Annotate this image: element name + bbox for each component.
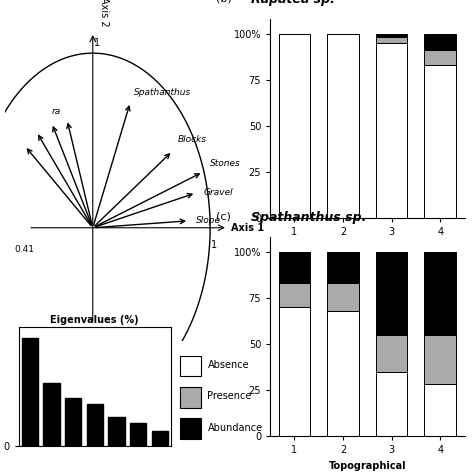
Text: 1: 1: [210, 240, 217, 250]
X-axis label: Topographical: Topographical: [328, 461, 406, 471]
Bar: [22, 338, 38, 446]
Bar: [424, 384, 456, 436]
Bar: [424, 34, 456, 50]
Bar: [327, 34, 359, 218]
Bar: [279, 283, 310, 307]
Bar: [109, 417, 125, 446]
Bar: [424, 252, 456, 335]
Bar: [424, 65, 456, 218]
Text: Rapatea sp.: Rapatea sp.: [251, 0, 335, 6]
Text: (b): (b): [216, 0, 231, 3]
Text: Axis 2: Axis 2: [99, 0, 109, 27]
Text: Blocks: Blocks: [177, 135, 206, 144]
Text: (c): (c): [216, 211, 231, 221]
Bar: [327, 252, 359, 283]
Text: 1: 1: [94, 38, 100, 48]
Bar: [279, 34, 310, 218]
Bar: [180, 356, 201, 376]
Bar: [180, 387, 201, 408]
Bar: [130, 423, 146, 446]
Bar: [279, 307, 310, 436]
Text: Spathanthus: Spathanthus: [134, 88, 191, 97]
Bar: [376, 335, 408, 372]
Text: Stones: Stones: [210, 159, 241, 168]
Bar: [327, 311, 359, 436]
Bar: [376, 37, 408, 43]
Text: Axis 1: Axis 1: [231, 223, 264, 233]
Bar: [43, 383, 60, 446]
Bar: [376, 34, 408, 37]
Bar: [152, 431, 168, 446]
Title: Eigenvalues (%): Eigenvalues (%): [51, 315, 139, 325]
Bar: [279, 252, 310, 283]
Text: Presence: Presence: [208, 391, 252, 401]
Text: Abundance: Abundance: [208, 422, 263, 433]
Bar: [424, 335, 456, 384]
Text: ra: ra: [52, 107, 61, 116]
Text: Gravel: Gravel: [203, 188, 233, 197]
Bar: [180, 418, 201, 439]
Bar: [376, 372, 408, 436]
Text: 0.41: 0.41: [15, 245, 35, 254]
X-axis label: Topographical c: Topographical c: [324, 243, 411, 253]
Bar: [87, 404, 103, 446]
Text: Spathanthus sp.: Spathanthus sp.: [251, 211, 366, 224]
Bar: [424, 50, 456, 65]
Text: Slope: Slope: [196, 216, 221, 225]
Bar: [327, 283, 359, 311]
Bar: [376, 252, 408, 335]
Bar: [65, 398, 81, 446]
Text: Absence: Absence: [208, 360, 249, 370]
Bar: [376, 43, 408, 218]
